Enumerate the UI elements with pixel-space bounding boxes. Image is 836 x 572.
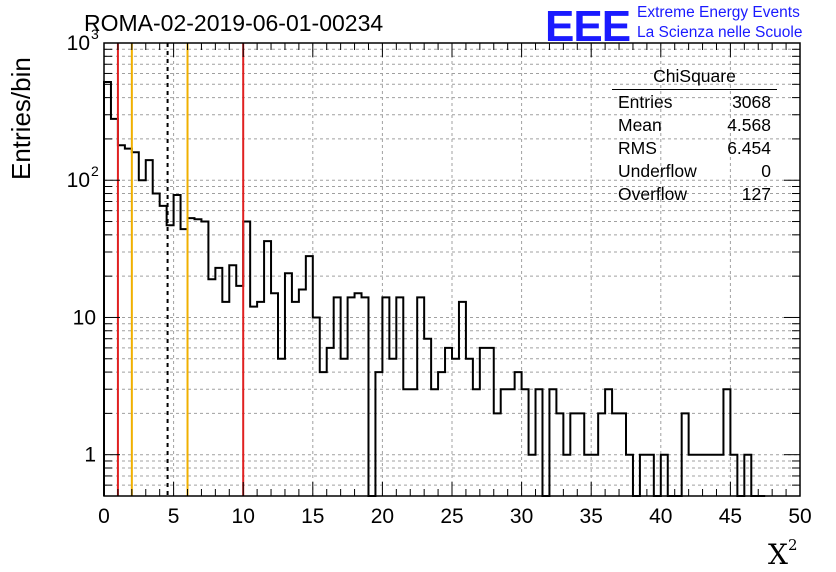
- stats-value: 0: [761, 161, 771, 181]
- x-tick-label: 0: [98, 505, 110, 528]
- stats-label: Underflow: [618, 161, 697, 181]
- x-axis-label-text: X: [768, 538, 788, 571]
- y-axis-label: Entries/bin: [6, 57, 36, 180]
- y-tick-label: 10: [73, 306, 96, 329]
- x-tick-label: 40: [649, 505, 672, 528]
- stats-value: 127: [741, 184, 771, 204]
- x-axis-label: X2: [768, 535, 798, 571]
- x-axis-label-superscript: 2: [787, 535, 798, 554]
- stats-value: 6.454: [727, 138, 771, 158]
- x-tick-label: 30: [510, 505, 533, 528]
- x-tick-label: 50: [788, 505, 811, 528]
- x-tick-label: 25: [440, 505, 463, 528]
- stats-label: Entries: [618, 92, 673, 112]
- stats-value: 3068: [732, 92, 771, 112]
- y-tick-label-exponent: 3: [91, 26, 99, 42]
- x-tick-label: 15: [301, 505, 324, 528]
- logo-tagline-1: Extreme Energy Events: [637, 4, 800, 21]
- stats-row-entries: Entries 3068: [612, 91, 777, 114]
- stats-label: RMS: [618, 138, 657, 158]
- stats-row-mean: Mean 4.568: [612, 114, 777, 137]
- y-tick-label: 10: [67, 32, 90, 55]
- x-tick-label: 20: [371, 505, 394, 528]
- x-tick-label: 35: [580, 505, 603, 528]
- y-tick-label: 1: [84, 444, 96, 467]
- x-tick-label: 10: [232, 505, 255, 528]
- stats-row-overflow: Overflow 127: [612, 183, 777, 206]
- x-tick-label: 5: [168, 505, 180, 528]
- logo-tagline-2: La Scienza nelle Scuole: [637, 24, 803, 41]
- stats-value: 4.568: [727, 115, 771, 135]
- stats-label: Overflow: [618, 184, 688, 204]
- x-tick-label: 45: [719, 505, 742, 528]
- stats-title: ChiSquare: [612, 66, 777, 90]
- stats-box: ChiSquare Entries 3068 Mean 4.568 RMS 6.454…: [612, 66, 777, 206]
- y-tick-label-exponent: 2: [91, 163, 99, 179]
- stats-row-underflow: Underflow 0: [612, 160, 777, 183]
- y-tick-label: 10: [67, 169, 90, 192]
- run-title: ROMA-02-2019-06-01-00234: [84, 10, 384, 36]
- stats-row-rms: RMS 6.454: [612, 137, 777, 160]
- stats-label: Mean: [618, 115, 662, 135]
